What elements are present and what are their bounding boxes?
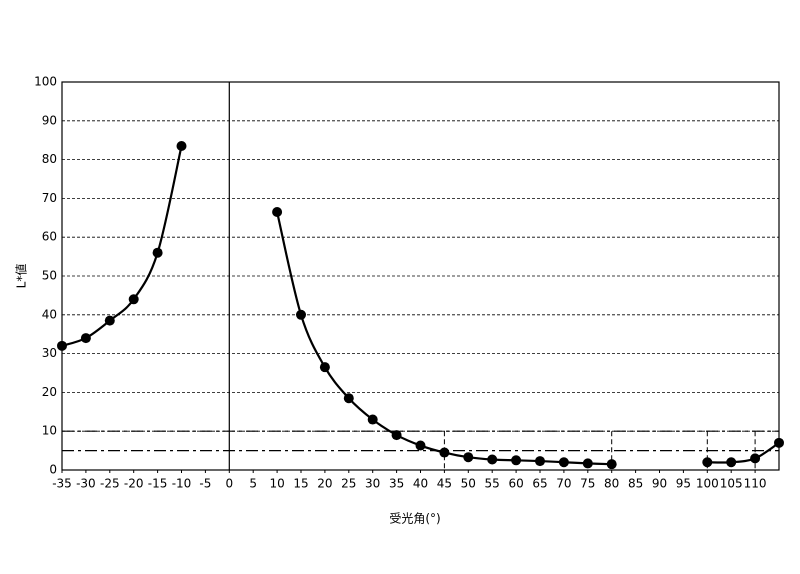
data-point (487, 454, 498, 465)
y-tick-label: 40 (42, 307, 57, 321)
x-tick-label: 65 (532, 477, 547, 491)
x-tick-label: 35 (389, 477, 404, 491)
y-tick-label: 50 (42, 269, 57, 283)
data-point (774, 437, 784, 448)
x-tick-label: 50 (461, 477, 476, 491)
plot-frame (61, 81, 780, 471)
data-point (750, 453, 761, 464)
y-tick-label: 60 (42, 230, 57, 244)
x-tick-label: 70 (556, 477, 571, 491)
x-tick-label: -15 (148, 477, 168, 491)
data-point (439, 447, 450, 458)
data-point (296, 309, 306, 320)
x-tick-label: -10 (172, 477, 192, 491)
data-point (176, 141, 187, 152)
y-tick-label: 100 (34, 75, 57, 89)
x-tick-label: 0 (225, 477, 233, 491)
x-tick-label: 100 (696, 477, 719, 491)
data-point (57, 340, 67, 351)
data-point (606, 459, 617, 470)
y-tick-label: 0 (49, 463, 57, 477)
y-tick-label: 90 (42, 113, 57, 127)
data-point (367, 414, 378, 425)
data-point (391, 430, 402, 441)
x-tick-label: 90 (652, 477, 667, 491)
series-line (61, 145, 183, 347)
data-point (511, 455, 522, 466)
x-tick-label: 25 (341, 477, 356, 491)
x-axis-label: 受光角(°) (389, 512, 440, 526)
x-tick-label: 45 (437, 477, 452, 491)
y-axis-label: L*値 (14, 264, 29, 289)
data-point (272, 206, 283, 217)
y-tick-label: 80 (42, 152, 57, 166)
series-line (707, 441, 780, 464)
x-tick-label: 15 (293, 477, 308, 491)
data-point (152, 247, 163, 258)
x-tick-label: -5 (199, 477, 211, 491)
x-tick-label: 110 (744, 477, 767, 491)
x-tick-label: 60 (508, 477, 523, 491)
x-tick-label: 10 (269, 477, 284, 491)
data-point (535, 456, 545, 467)
data-point (104, 315, 115, 326)
y-tick-label: 30 (42, 346, 57, 360)
data-point (463, 452, 474, 463)
data-point (319, 362, 330, 373)
x-tick-label: 80 (604, 477, 619, 491)
x-tick-label: 5 (249, 477, 257, 491)
x-tick-label: -30 (76, 477, 96, 491)
x-tick-label: -35 (52, 477, 72, 491)
x-tick-label: -20 (124, 477, 144, 491)
x-tick-label: 40 (413, 477, 428, 491)
data-point (702, 457, 713, 468)
x-tick-label: 30 (365, 477, 380, 491)
y-tick-label: 10 (42, 424, 57, 438)
data-point (726, 457, 737, 468)
series-line (276, 211, 612, 466)
y-tick-label: 70 (42, 191, 57, 205)
x-tick-label: -25 (100, 477, 120, 491)
data-point (558, 457, 569, 468)
x-tick-label: 105 (720, 477, 743, 491)
data-point (128, 294, 139, 305)
y-tick-label: 20 (42, 385, 57, 399)
data-point (582, 458, 593, 469)
data-point (343, 393, 354, 404)
x-tick-label: 20 (317, 477, 332, 491)
data-point (80, 333, 91, 344)
x-tick-label: 95 (676, 477, 691, 491)
x-tick-label: 85 (628, 477, 643, 491)
x-tick-label: 75 (580, 477, 595, 491)
data-point (415, 440, 426, 451)
x-tick-label: 55 (485, 477, 500, 491)
